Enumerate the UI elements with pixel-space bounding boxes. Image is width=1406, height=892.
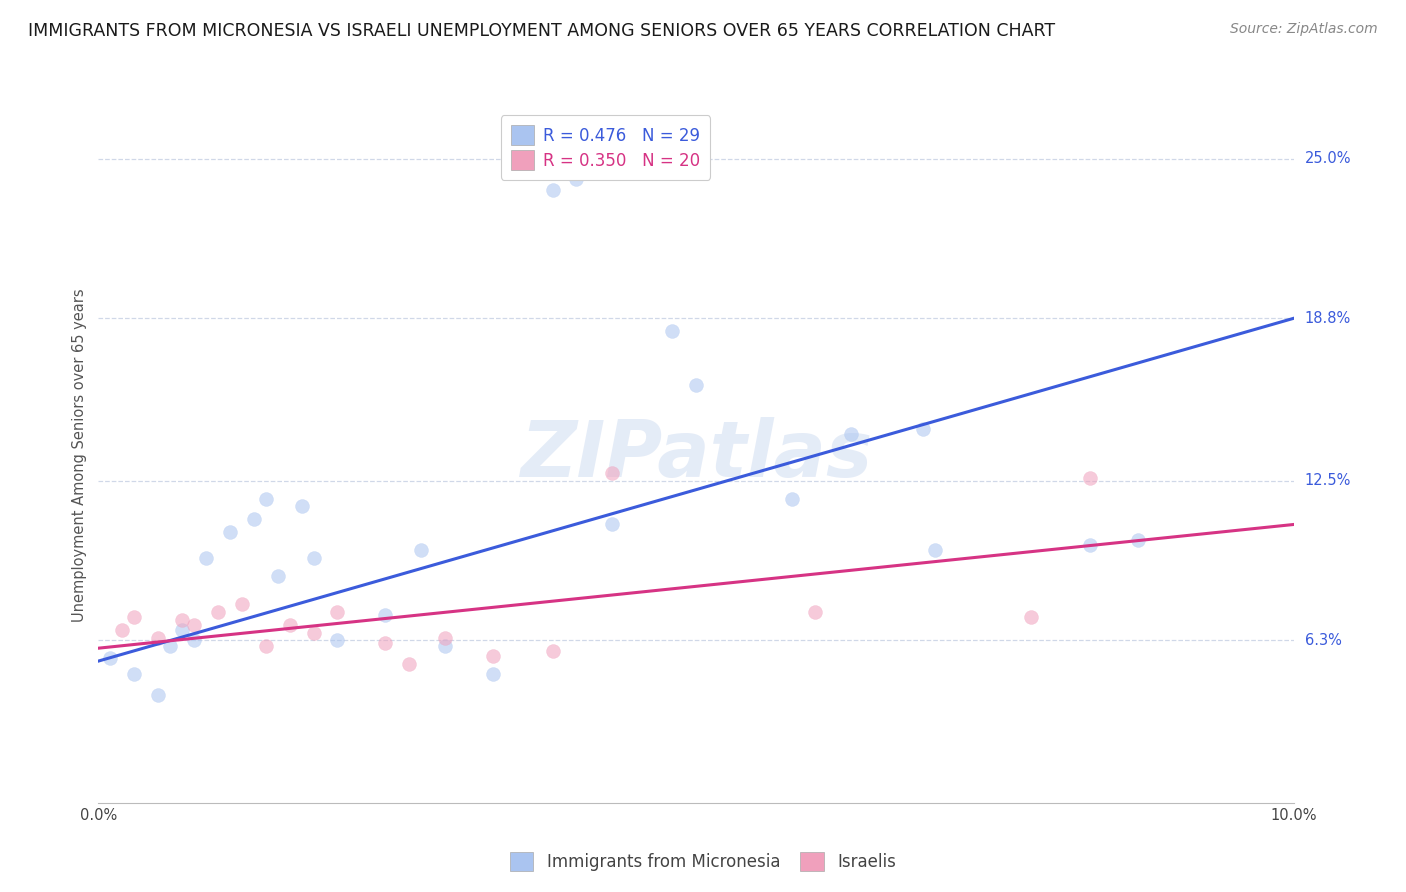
Point (254, 491, 277, 506)
Point (278, 618, 301, 632)
Point (374, 636, 396, 650)
Point (194, 551, 218, 566)
Point (804, 605, 827, 619)
Point (541, 182, 564, 196)
Point (148, 688, 170, 702)
Point (267, 569, 290, 583)
Point (481, 648, 505, 663)
Point (148, 631, 170, 645)
Point (411, 543, 433, 558)
Point (111, 623, 134, 637)
Point (565, 172, 588, 186)
Point (302, 625, 325, 640)
Point (326, 633, 349, 648)
Point (183, 633, 205, 648)
Point (924, 543, 946, 558)
Legend: Immigrants from Micronesia, Israelis: Immigrants from Micronesia, Israelis (502, 843, 904, 880)
Point (159, 639, 181, 653)
Point (780, 491, 803, 506)
Point (1080, 471, 1102, 485)
Point (398, 657, 420, 671)
Text: 6.3%: 6.3% (1305, 633, 1341, 648)
Point (124, 667, 146, 681)
Point (290, 500, 312, 514)
Point (685, 378, 707, 392)
Point (243, 512, 266, 526)
Point (302, 551, 325, 566)
Point (254, 639, 277, 653)
Legend: R = 0.476   N = 29, R = 0.350   N = 20: R = 0.476 N = 29, R = 0.350 N = 20 (501, 115, 710, 179)
Text: 18.8%: 18.8% (1305, 310, 1351, 326)
Point (172, 623, 194, 637)
Point (661, 324, 683, 338)
Text: IMMIGRANTS FROM MICRONESIA VS ISRAELI UNEMPLOYMENT AMONG SENIORS OVER 65 YEARS C: IMMIGRANTS FROM MICRONESIA VS ISRAELI UN… (28, 22, 1056, 40)
Point (434, 639, 457, 653)
Text: ZIPatlas: ZIPatlas (520, 417, 872, 493)
Point (911, 422, 934, 436)
Point (207, 605, 229, 619)
Text: 12.5%: 12.5% (1305, 473, 1351, 488)
Point (541, 644, 564, 658)
Point (1080, 538, 1102, 552)
Point (219, 525, 242, 540)
Point (600, 466, 623, 480)
Point (600, 517, 623, 532)
Point (231, 598, 253, 612)
Point (481, 667, 505, 681)
Point (434, 631, 457, 645)
Point (374, 607, 396, 622)
Text: 25.0%: 25.0% (1305, 151, 1351, 166)
Point (326, 605, 349, 619)
Point (1019, 610, 1042, 624)
Text: Source: ZipAtlas.com: Source: ZipAtlas.com (1230, 22, 1378, 37)
Y-axis label: Unemployment Among Seniors over 65 years: Unemployment Among Seniors over 65 years (72, 288, 87, 622)
Point (1128, 533, 1150, 547)
Point (98, 651, 122, 665)
Point (183, 618, 205, 632)
Point (841, 427, 863, 442)
Point (172, 613, 194, 627)
Point (124, 610, 146, 624)
